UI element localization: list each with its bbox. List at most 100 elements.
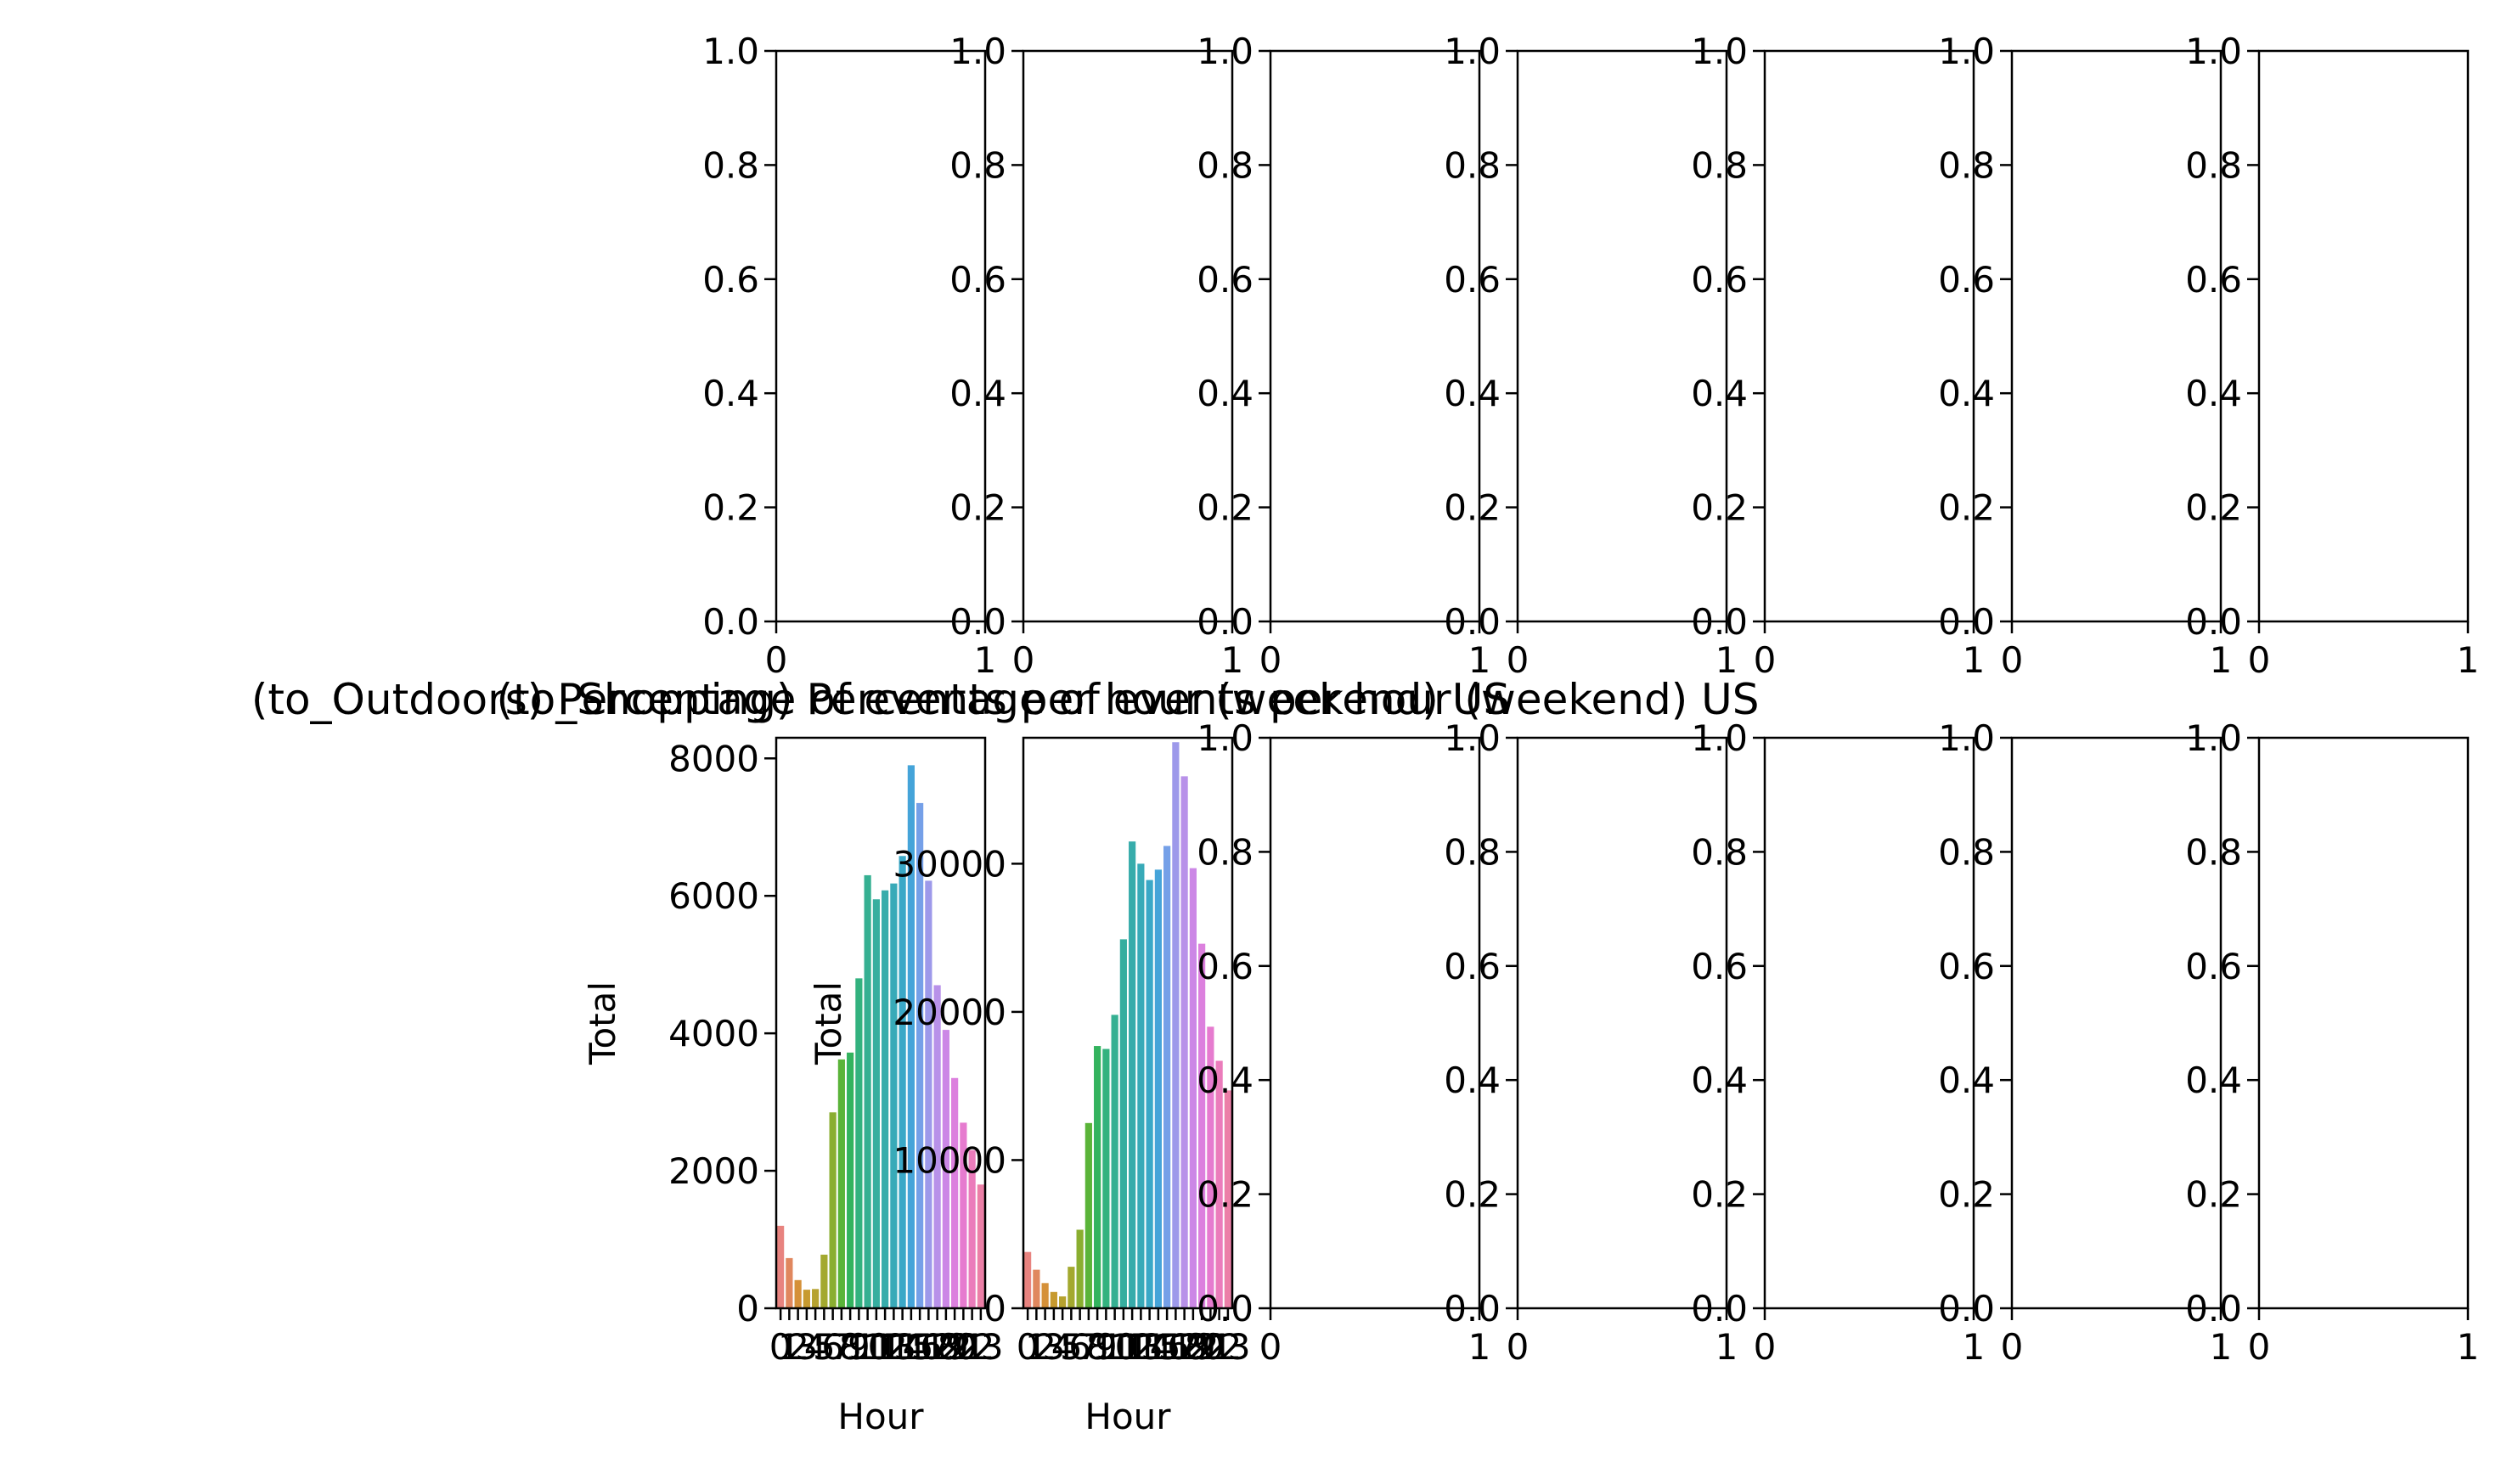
y-tick-label: 0.6 bbox=[1691, 946, 1748, 987]
x-tick-label: 10 bbox=[1092, 1326, 1137, 1368]
bar-hour-23 bbox=[977, 1184, 984, 1308]
bar-hour-14 bbox=[1146, 880, 1153, 1308]
x-tick-label: 6 bbox=[821, 1326, 844, 1368]
x-tick-label: 0 bbox=[769, 1326, 792, 1368]
y-tick-label: 0 bbox=[736, 1288, 759, 1329]
x-tick-label: 9 bbox=[848, 1326, 870, 1368]
y-tick-label: 0.2 bbox=[2185, 1174, 2242, 1216]
y-tick-label: 0.2 bbox=[702, 487, 759, 529]
bar-hour-17 bbox=[925, 880, 932, 1308]
x-tick-label: 1 bbox=[1715, 639, 1738, 681]
x-tick-label: 21 bbox=[941, 1326, 986, 1368]
subplot-1-4: 0.00.20.40.60.81.00 1 bbox=[1691, 717, 1985, 1368]
y-tick-label: 0.6 bbox=[2185, 946, 2242, 987]
x-tick-label: 3 bbox=[1043, 1326, 1066, 1368]
y-tick-label: 6000 bbox=[668, 875, 759, 917]
bar-hour-9 bbox=[1102, 1048, 1110, 1308]
x-tick-label: 1 bbox=[2210, 639, 2233, 681]
x-tick-label: 1 bbox=[1468, 639, 1491, 681]
axes-frame bbox=[1269, 736, 1481, 1310]
y-tick-label: 0.6 bbox=[1938, 259, 1995, 301]
bar-hour-0 bbox=[777, 1225, 785, 1308]
x-tick-label: 20 bbox=[1179, 1326, 1224, 1368]
y-axis-label: Total bbox=[582, 981, 623, 1065]
subplot-1-6: 0.00.20.40.60.81.00 1 bbox=[2185, 717, 2479, 1368]
x-tick-label: 15 bbox=[888, 1326, 933, 1368]
x-tick-label: 23 bbox=[958, 1326, 1003, 1368]
y-tick-label: 0.0 bbox=[2185, 601, 2242, 643]
y-tick-label: 0.6 bbox=[1197, 946, 1254, 987]
bar-hour-18 bbox=[1180, 776, 1188, 1308]
y-tick-label: 0.8 bbox=[1938, 144, 1995, 186]
bar-hour-21 bbox=[1207, 1026, 1214, 1308]
subplot-1-3: 0.00.20.40.60.81.00 1 bbox=[1444, 717, 1738, 1368]
bar-hour-5 bbox=[1068, 1267, 1075, 1308]
y-tick-label: 2000 bbox=[668, 1150, 759, 1192]
y-tick-label: 0.6 bbox=[1444, 946, 1501, 987]
bar-hour-14 bbox=[899, 856, 906, 1308]
bar-hour-13 bbox=[1137, 863, 1145, 1308]
y-tick-label: 0.6 bbox=[1938, 946, 1995, 987]
x-tick-label: 22 bbox=[1197, 1326, 1242, 1368]
bar-hour-20 bbox=[951, 1077, 959, 1308]
y-tick-label: 0.0 bbox=[1197, 1288, 1254, 1329]
y-tick-label: 0.2 bbox=[1691, 487, 1748, 529]
x-tick-label: 9 bbox=[1095, 1326, 1118, 1368]
subplot-0-5: 0.00.20.40.60.81.00 1 bbox=[1938, 31, 2232, 681]
bar-hour-18 bbox=[933, 985, 941, 1308]
subplot-title: (to_Shopping) Percentage of events per h… bbox=[497, 675, 1760, 724]
x-tick-label: 19 bbox=[1170, 1326, 1215, 1368]
x-tick-label: 12 bbox=[862, 1326, 907, 1368]
bar-hour-19 bbox=[942, 1030, 949, 1308]
x-tick-label: 13 bbox=[1118, 1326, 1163, 1368]
x-tick-label: 15 bbox=[1135, 1326, 1180, 1368]
y-tick-label: 0.4 bbox=[702, 373, 759, 414]
subplot-1-1: 0100002000030000012345678910111213141516… bbox=[497, 675, 1760, 1437]
y-tick-label: 1.0 bbox=[1938, 717, 1995, 759]
x-tick-label: 7 bbox=[1078, 1326, 1101, 1368]
y-tick-label: 0.0 bbox=[1691, 1288, 1748, 1329]
bar-hour-2 bbox=[794, 1279, 802, 1308]
y-tick-label: 0.0 bbox=[1444, 601, 1501, 643]
y-tick-label: 1.0 bbox=[2185, 31, 2242, 72]
x-tick-label: 6 bbox=[1068, 1326, 1091, 1368]
bar-hour-6 bbox=[1076, 1229, 1084, 1308]
y-tick-label: 0.8 bbox=[1197, 144, 1254, 186]
x-tick-label: 1 bbox=[1221, 639, 1244, 681]
x-tick-label: 13 bbox=[871, 1326, 916, 1368]
x-tick-label: 0 bbox=[1017, 1326, 1039, 1368]
axes-frame bbox=[1022, 49, 1234, 623]
y-tick-label: 1.0 bbox=[2185, 717, 2242, 759]
x-tick-label: 17 bbox=[906, 1326, 951, 1368]
bar-hour-19 bbox=[1189, 868, 1197, 1308]
y-tick-label: 0.6 bbox=[1691, 259, 1748, 301]
bar-hour-7 bbox=[1084, 1122, 1092, 1308]
bar-hour-15 bbox=[1154, 869, 1162, 1308]
axes-frame bbox=[775, 736, 987, 1310]
x-tick-label: 8 bbox=[839, 1326, 862, 1368]
x-tick-label: 2 bbox=[786, 1326, 809, 1368]
x-tick-label: 22 bbox=[949, 1326, 994, 1368]
subplot-title: (to_Outdoors) Percentage of events per h… bbox=[251, 675, 1510, 724]
bar-hour-16 bbox=[916, 802, 924, 1308]
x-tick-label: 14 bbox=[880, 1326, 925, 1368]
y-tick-label: 20000 bbox=[893, 992, 1006, 1033]
x-tick-label: 4 bbox=[804, 1326, 827, 1368]
x-tick-label: 7 bbox=[831, 1326, 854, 1368]
y-tick-label: 0.4 bbox=[2185, 373, 2242, 414]
y-tick-label: 0.8 bbox=[1444, 144, 1501, 186]
axes-frame bbox=[2257, 736, 2470, 1310]
x-tick-label: 0 bbox=[1754, 639, 1777, 681]
subplot-0-6: 0.00.20.40.60.81.00 1 bbox=[2185, 31, 2479, 681]
x-tick-label: 10 bbox=[845, 1326, 890, 1368]
y-tick-label: 0.2 bbox=[1444, 1174, 1501, 1216]
bar-hour-0 bbox=[1024, 1251, 1032, 1308]
y-tick-label: 0.6 bbox=[2185, 259, 2242, 301]
y-tick-label: 0.2 bbox=[1938, 1174, 1995, 1216]
y-tick-label: 0.8 bbox=[1691, 144, 1748, 186]
y-tick-label: 0.0 bbox=[2185, 1288, 2242, 1329]
y-tick-label: 0.2 bbox=[2185, 487, 2242, 529]
subplot-0-2: 0.00.20.40.60.81.00 1 bbox=[1197, 31, 1490, 681]
x-tick-label: 0 bbox=[765, 639, 788, 681]
